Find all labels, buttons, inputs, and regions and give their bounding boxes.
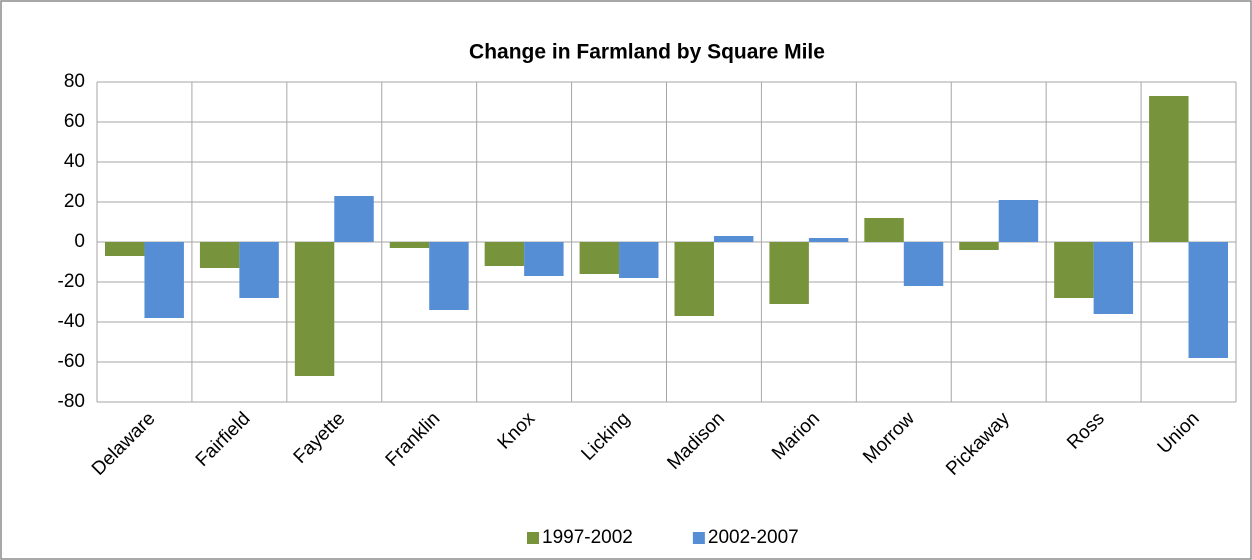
legend-label: 2002-2007	[708, 527, 799, 548]
bar	[579, 242, 620, 274]
bar	[864, 218, 904, 242]
legend-swatch	[692, 532, 705, 544]
bar	[959, 242, 999, 250]
bar	[294, 242, 335, 376]
bar	[334, 196, 374, 242]
bar	[1188, 242, 1228, 358]
y-tick-label: 20	[64, 191, 85, 212]
y-tick-label: 80	[64, 71, 85, 92]
bar	[389, 242, 430, 248]
bar	[524, 242, 564, 276]
bar	[998, 200, 1039, 242]
bar	[484, 242, 525, 266]
bar	[239, 242, 279, 298]
bar	[105, 242, 145, 256]
legend-label: 1997-2002	[542, 527, 633, 548]
y-tick-label: 0	[74, 231, 85, 252]
chart-title: Change in Farmland by Square Mile	[469, 41, 825, 64]
y-tick-label: 60	[64, 111, 85, 132]
bar	[903, 242, 944, 286]
bar	[674, 242, 714, 316]
bar	[713, 236, 754, 242]
y-tick-label: -60	[58, 351, 85, 372]
bar	[1149, 96, 1189, 242]
bar	[769, 242, 809, 304]
y-tick-label: -20	[58, 271, 85, 292]
bar	[619, 242, 659, 278]
y-tick-label: -80	[58, 391, 85, 412]
bar	[144, 242, 184, 318]
bar	[1054, 242, 1094, 298]
bar	[808, 238, 849, 242]
y-tick-label: -40	[58, 311, 85, 332]
bar	[429, 242, 469, 310]
bar	[1093, 242, 1134, 314]
legend-swatch	[527, 532, 539, 544]
bar	[199, 242, 240, 268]
y-tick-label: 40	[64, 151, 85, 172]
